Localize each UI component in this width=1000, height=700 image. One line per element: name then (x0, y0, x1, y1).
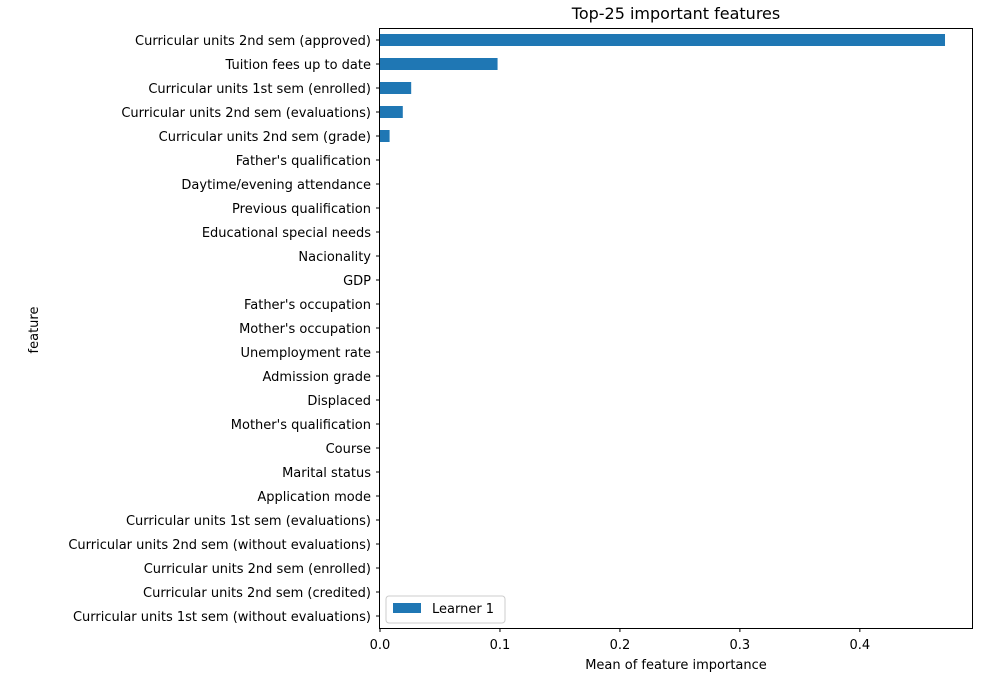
legend: Learner 1 (385, 595, 506, 624)
legend-label: Learner 1 (432, 602, 494, 617)
y-tick-label: Father's qualification (236, 154, 371, 169)
y-tick-label: Father's occupation (244, 298, 371, 313)
y-tick-label: Previous qualification (232, 202, 371, 217)
y-tick-label: Displaced (307, 394, 371, 409)
y-tick-label: Curricular units 2nd sem (without evalua… (68, 538, 371, 553)
x-axis: 0.0 0.1 0.2 0.3 0.4 (370, 628, 870, 653)
bar (380, 130, 390, 142)
bar (380, 106, 403, 118)
y-tick-label: Educational special needs (202, 226, 371, 241)
legend-swatch (393, 603, 421, 613)
x-axis-title: Mean of feature importance (585, 658, 767, 673)
y-tick-label: Tuition fees up to date (225, 58, 371, 73)
x-tick-label: 0.4 (849, 638, 870, 653)
y-tick-label: Admission grade (263, 370, 372, 385)
y-tick-label: Application mode (257, 490, 371, 505)
y-tick-label: Curricular units 1st sem (enrolled) (148, 82, 371, 97)
y-tick-label: Curricular units 2nd sem (credited) (143, 586, 371, 601)
plot-frame (379, 28, 973, 629)
bar (380, 82, 412, 94)
legend-frame (385, 595, 506, 624)
x-tick-label: 0.2 (610, 638, 631, 653)
y-tick-label: Unemployment rate (241, 346, 371, 361)
y-tick-label: Curricular units 2nd sem (grade) (159, 130, 371, 145)
y-tick-label: Curricular units 2nd sem (approved) (135, 34, 371, 49)
y-axis-title: feature (27, 307, 42, 354)
y-tick-label: Daytime/evening attendance (181, 178, 371, 193)
y-tick-label: Mother's qualification (231, 418, 371, 433)
y-tick-label: Curricular units 2nd sem (enrolled) (144, 562, 371, 577)
y-tick-label: Curricular units 1st sem (evaluations) (126, 514, 371, 529)
x-tick-label: 0.0 (370, 638, 391, 653)
y-tick-label: GDP (343, 274, 371, 289)
bars-layer (380, 34, 946, 142)
y-tick-label: Marital status (282, 466, 371, 481)
bar (380, 34, 946, 46)
y-tick-label: Curricular units 2nd sem (evaluations) (121, 106, 371, 121)
y-axis: Curricular units 2nd sem (approved) Tuiti… (68, 34, 380, 625)
x-tick-label: 0.3 (730, 638, 751, 653)
y-tick-label: Nacionality (298, 250, 371, 265)
chart-title: Top-25 important features (571, 4, 780, 23)
y-tick-label: Mother's occupation (239, 322, 371, 337)
y-tick-label: Curricular units 1st sem (without evalua… (73, 610, 371, 625)
bar (380, 58, 498, 70)
y-tick-label: Course (326, 442, 371, 457)
x-tick-label: 0.1 (490, 638, 511, 653)
